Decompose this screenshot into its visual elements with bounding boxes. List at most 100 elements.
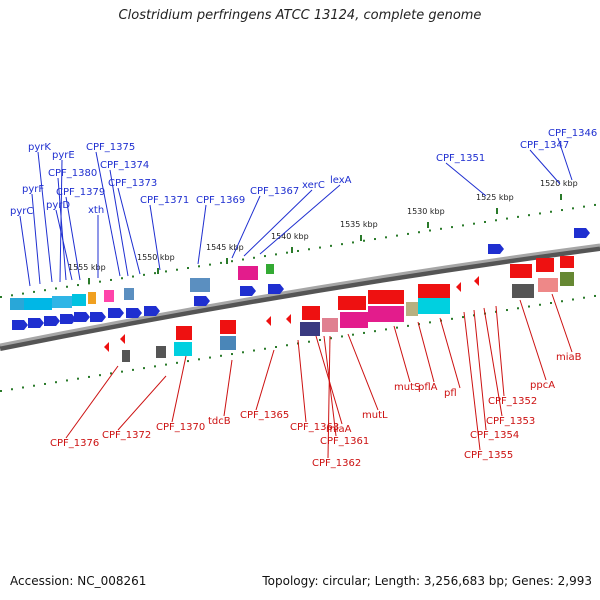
- minus-label-leader: [323, 335, 337, 437]
- scale-dot: [253, 349, 255, 352]
- minus-gene-label: mutS: [394, 382, 420, 393]
- plus-gene-arrow: [90, 312, 106, 322]
- scale-dot: [66, 285, 68, 288]
- scale-dot: [319, 338, 321, 341]
- plus-gene-label: CPF_1346: [548, 128, 597, 139]
- plus-gene-label: lexA: [330, 175, 352, 186]
- scale-dot: [286, 251, 288, 254]
- minus-gene-label: CPF_1365: [240, 410, 289, 421]
- scale-dot: [517, 307, 519, 310]
- plus-gene-arrow: [60, 314, 76, 324]
- minus-gene-label: CPF_1376: [50, 438, 99, 449]
- scale-dot: [352, 241, 354, 244]
- scale-dot: [99, 374, 101, 377]
- scale-tick: [360, 235, 362, 241]
- plus-gene-label: pyrC: [10, 206, 33, 217]
- plus-gene-label: CPF_1373: [108, 178, 157, 189]
- minus-gene-label: CPF_1361: [320, 436, 369, 447]
- plus-gene-arrow: [268, 284, 284, 294]
- scale-dot: [33, 384, 35, 387]
- plus-gene-arrow: [574, 228, 590, 238]
- plus-label-leader: [65, 196, 81, 281]
- gene-feature: [406, 302, 418, 316]
- scale-dot: [22, 386, 24, 389]
- accession-text: Accession: NC_008261: [10, 574, 147, 588]
- gene-feature: [510, 264, 532, 278]
- scale-tick-label: 1530 kbp: [407, 207, 445, 216]
- scale-dot: [242, 258, 244, 261]
- plus-gene-label: CPF_1367: [250, 186, 299, 197]
- scale-dot: [561, 209, 563, 212]
- minus-label-leader: [495, 305, 505, 397]
- scale-dot: [473, 222, 475, 225]
- gene-feature: [538, 278, 558, 292]
- minus-gene-arrow: [104, 342, 109, 352]
- scale-dot: [264, 347, 266, 350]
- gene-feature: [302, 306, 320, 320]
- scale-dot: [88, 375, 90, 378]
- scale-dot: [473, 314, 475, 317]
- plus-gene-label: CPF_1374: [100, 160, 149, 171]
- scale-dot: [275, 253, 277, 256]
- scale-dot: [165, 270, 167, 273]
- scale-tick: [88, 278, 90, 284]
- plus-gene-arrow: [144, 306, 160, 316]
- scale-dot: [407, 232, 409, 235]
- gene-feature: [220, 336, 236, 350]
- scale-dot: [506, 309, 508, 312]
- scale-dot: [176, 361, 178, 364]
- gene-feature: [88, 292, 96, 304]
- gene-feature: [368, 306, 404, 322]
- scale-dot: [143, 273, 145, 276]
- plus-gene-label: CPF_1347: [520, 140, 569, 151]
- plus-gene-label: CPF_1379: [56, 187, 105, 198]
- minus-gene-arrow: [456, 282, 461, 292]
- scale-dot: [11, 294, 13, 297]
- plus-gene-arrow: [126, 308, 142, 318]
- minus-label-leader: [255, 349, 275, 411]
- scale-dot: [22, 292, 24, 295]
- plus-gene-label: pyrE: [52, 150, 75, 161]
- minus-gene-label: ppcA: [530, 380, 555, 391]
- scale-dot: [407, 324, 409, 327]
- scale-dot: [495, 310, 497, 313]
- scale-tick: [496, 208, 498, 214]
- gene-feature: [190, 278, 210, 292]
- scale-dot: [121, 370, 123, 373]
- minus-gene-arrow: [286, 314, 291, 324]
- gene-feature: [156, 346, 166, 358]
- scale-dot: [220, 261, 222, 264]
- scale-dot: [209, 263, 211, 266]
- scale-dot: [154, 272, 156, 275]
- scale-dot: [374, 238, 376, 241]
- scale-dot: [275, 346, 277, 348]
- scale-dot: [242, 351, 244, 354]
- gene-feature: [122, 350, 130, 362]
- scale-dot: [594, 294, 596, 297]
- genome-backbone: [0, 243, 600, 351]
- plus-gene-label: CPF_1380: [48, 168, 97, 179]
- scale-dot: [44, 289, 46, 292]
- scale-dot: [462, 316, 464, 319]
- minus-gene-label: CPF_1372: [102, 430, 151, 441]
- minus-label-leader: [117, 375, 167, 431]
- gene-feature: [24, 298, 52, 310]
- minus-gene-arrow: [266, 316, 271, 326]
- scale-dot: [341, 243, 343, 246]
- scale-tick-label: 1540 kbp: [271, 232, 309, 241]
- scale-dot: [539, 303, 541, 306]
- plus-gene-label: pyrF: [22, 184, 44, 195]
- scale-dot: [429, 229, 431, 232]
- minus-gene-arrow: [120, 334, 125, 344]
- minus-label-leader: [463, 311, 481, 451]
- gene-feature: [124, 288, 134, 300]
- minus-gene-label: pfl: [444, 388, 457, 399]
- gene-feature: [418, 284, 450, 298]
- scale-tick-label: 1545 kbp: [206, 243, 244, 252]
- scale-dot: [594, 203, 596, 206]
- gene-feature: [52, 296, 72, 308]
- gene-feature: [266, 264, 274, 274]
- plus-label-leader: [55, 209, 73, 281]
- gene-feature: [368, 290, 404, 304]
- plus-gene-label: CPF_1369: [196, 195, 245, 206]
